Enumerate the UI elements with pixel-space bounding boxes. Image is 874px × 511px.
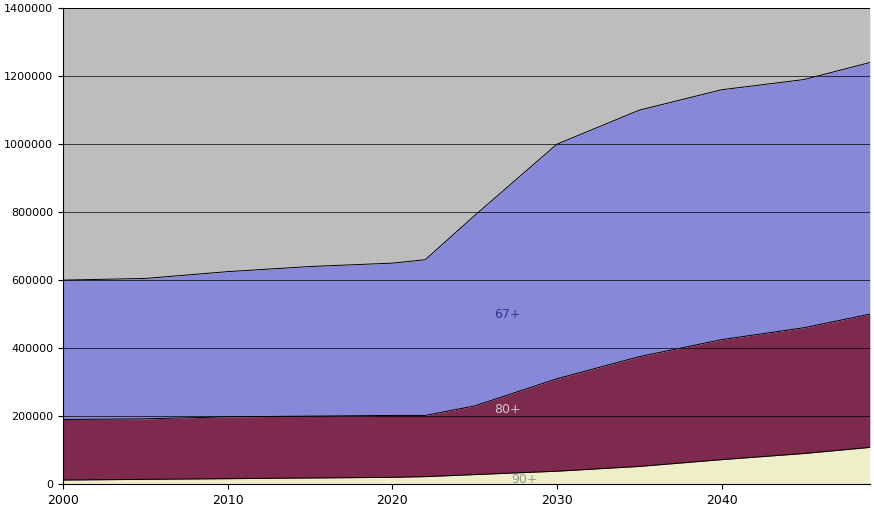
Text: 80+: 80+: [495, 403, 521, 416]
Text: 90+: 90+: [510, 473, 538, 486]
Text: 67+: 67+: [495, 308, 521, 320]
